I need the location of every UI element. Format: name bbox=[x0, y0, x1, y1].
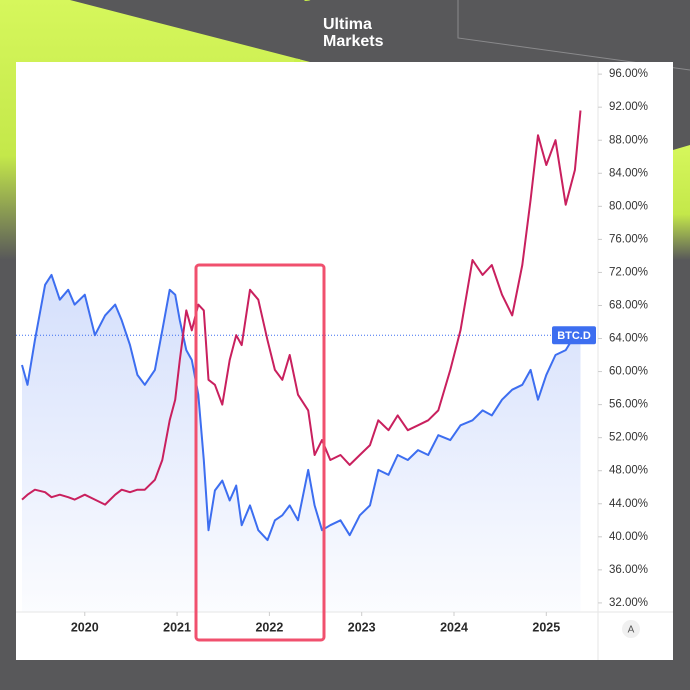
y-tick-label: 96.00% bbox=[609, 68, 648, 80]
scale-button-label[interactable]: A bbox=[628, 625, 635, 636]
highlight-box bbox=[194, 263, 326, 642]
line bbox=[21, 110, 582, 506]
y-tick-label: 36.00% bbox=[609, 564, 648, 576]
y-tick-label: 68.00% bbox=[609, 300, 648, 312]
x-tick-label: 2020 bbox=[71, 620, 99, 634]
y-tick-label: 92.00% bbox=[609, 101, 648, 113]
y-tick-label: 64.00% bbox=[609, 333, 648, 345]
scale-button[interactable] bbox=[622, 620, 640, 638]
series-tag bbox=[552, 326, 596, 345]
brand-name: Ultima bbox=[323, 16, 372, 33]
line bbox=[21, 273, 581, 542]
brand-stripe bbox=[673, 145, 690, 260]
y-tick-label: 32.00% bbox=[609, 597, 648, 609]
y-tick-label: 72.00% bbox=[609, 266, 648, 278]
y-tick-label: 44.00% bbox=[609, 498, 648, 510]
x-tick-label: 2021 bbox=[163, 620, 191, 634]
y-tick-label: 60.00% bbox=[609, 366, 648, 378]
x-tick-label: 2025 bbox=[532, 620, 560, 634]
x-tick-label: 2022 bbox=[255, 620, 283, 634]
y-tick-label: 56.00% bbox=[609, 399, 648, 411]
y-tick-label: 40.00% bbox=[609, 531, 648, 543]
y-tick-label: 84.00% bbox=[609, 167, 648, 179]
y-tick-label: 88.00% bbox=[609, 134, 648, 146]
series-name: BTC.D bbox=[557, 330, 591, 342]
y-tick-label: 52.00% bbox=[609, 432, 648, 444]
x-tick-label: 2023 bbox=[348, 620, 376, 634]
x-tick-label: 2024 bbox=[440, 620, 468, 634]
plot bbox=[16, 110, 598, 612]
y-tick-label: 48.00% bbox=[609, 465, 648, 477]
brand-stripe bbox=[0, 0, 310, 260]
y-tick-label: 76.00% bbox=[609, 233, 648, 245]
brand-name: Markets bbox=[323, 33, 384, 50]
area bbox=[22, 274, 581, 612]
decor-line bbox=[457, 0, 690, 71]
y-tick-label: 80.00% bbox=[609, 200, 648, 212]
